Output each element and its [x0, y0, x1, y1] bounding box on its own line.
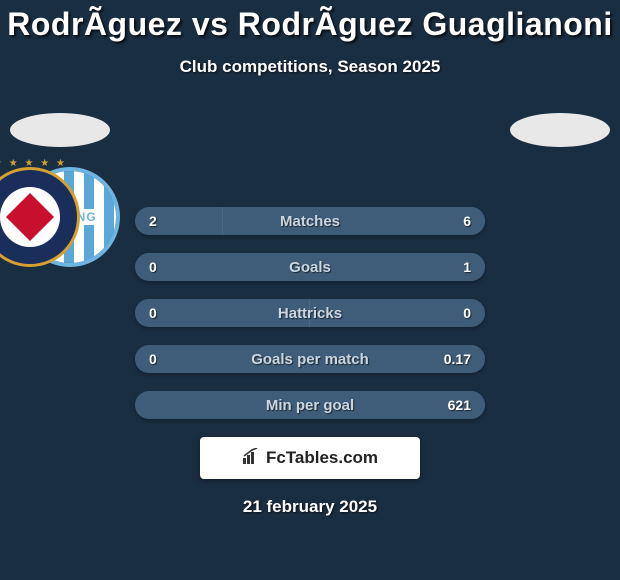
brand-text: FcTables.com — [266, 448, 378, 468]
argentinos-diamond-icon — [6, 193, 54, 241]
stat-value-right: 0 — [463, 305, 471, 321]
page-title: RodrÃ­guez vs RodrÃ­guez Guaglianoni — [0, 6, 620, 43]
stat-value-right: 6 — [463, 213, 471, 229]
player-avatar-left — [10, 113, 110, 147]
brand-box: FcTables.com — [200, 437, 420, 479]
stat-value-right: 0.17 — [444, 351, 471, 367]
comparison-card: RodrÃ­guez vs RodrÃ­guez Guaglianoni Clu… — [0, 0, 620, 517]
stat-bar: Min per goal 621 — [135, 391, 485, 419]
stat-value-right: 621 — [448, 397, 471, 413]
stat-label: Goals per match — [251, 351, 369, 368]
date-label: 21 february 2025 — [0, 497, 620, 517]
argentinos-stars-icon: ★ ★ ★ ★ ★ — [0, 158, 67, 169]
stat-label: Hattricks — [278, 305, 342, 322]
stat-bar: 2 Matches 6 — [135, 207, 485, 235]
subtitle: Club competitions, Season 2025 — [0, 57, 620, 77]
stat-bar: 0 Goals per match 0.17 — [135, 345, 485, 373]
argentinos-inner-circle — [0, 187, 60, 247]
stat-bar: 0 Hattricks 0 — [135, 299, 485, 327]
stat-fill-right — [223, 207, 486, 235]
chart-icon — [242, 448, 262, 469]
stat-label: Min per goal — [266, 397, 354, 414]
stat-value-left: 0 — [149, 351, 157, 367]
stat-label: Matches — [280, 213, 340, 230]
stat-value-left: 2 — [149, 213, 157, 229]
stat-bars: 2 Matches 6 0 Goals 1 0 Hattricks 0 0 Goals per ma… — [135, 207, 485, 419]
stat-value-left: 0 — [149, 259, 157, 275]
stat-bar: 0 Goals 1 — [135, 253, 485, 281]
stats-area: RACING ★ ★ ★ ★ ★ 2Matches60Goals10Hattri… — [0, 107, 620, 419]
stat-value-left: 0 — [149, 305, 157, 321]
player-avatar-right — [510, 113, 610, 147]
stat-value-right: 1 — [463, 259, 471, 275]
stat-label: Goals — [289, 259, 331, 276]
brand-label: FcTables.com — [242, 448, 378, 469]
